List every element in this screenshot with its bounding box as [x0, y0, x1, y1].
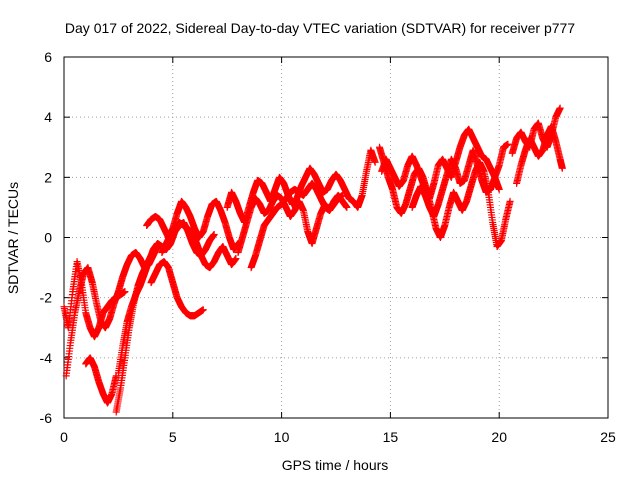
- x-tick-label: 15: [383, 429, 399, 445]
- data-point: [558, 164, 566, 172]
- y-tick-label: -4: [40, 350, 53, 366]
- data-point: [121, 288, 129, 296]
- data-point: [556, 104, 564, 112]
- y-tick-label: -6: [40, 410, 53, 426]
- y-tick-label: 2: [44, 169, 52, 185]
- y-tick-label: 4: [44, 109, 52, 125]
- x-tick-label: 5: [169, 429, 177, 445]
- data-point: [232, 255, 240, 263]
- x-tick-label: 0: [60, 429, 68, 445]
- y-tick-label: 6: [44, 49, 52, 65]
- x-axis-tick-labels: 0 5 10 15 20 25: [60, 429, 616, 445]
- data-point: [343, 203, 351, 211]
- x-tick-label: 20: [491, 429, 507, 445]
- data-point: [210, 230, 218, 238]
- y-tick-label: -2: [40, 290, 53, 306]
- x-axis-label: GPS time / hours: [282, 457, 389, 473]
- data-point: [339, 191, 347, 199]
- data-points: [60, 104, 566, 416]
- x-tick-label: 10: [274, 429, 290, 445]
- y-axis-label: SDTVAR / TECUs: [5, 182, 21, 294]
- x-tick-label: 25: [600, 429, 616, 445]
- axis-ticks: [63, 56, 609, 419]
- y-axis-tick-labels: -6 -4 -2 0 2 4 6: [40, 49, 53, 426]
- grid: [64, 57, 608, 418]
- chart-title: Day 017 of 2022, Sidereal Day-to-day VTE…: [65, 20, 575, 36]
- data-point: [504, 140, 512, 148]
- data-point: [495, 185, 503, 193]
- data-point: [506, 197, 514, 205]
- data-point: [199, 306, 207, 314]
- y-tick-label: 0: [44, 230, 52, 246]
- data-point: [371, 158, 379, 166]
